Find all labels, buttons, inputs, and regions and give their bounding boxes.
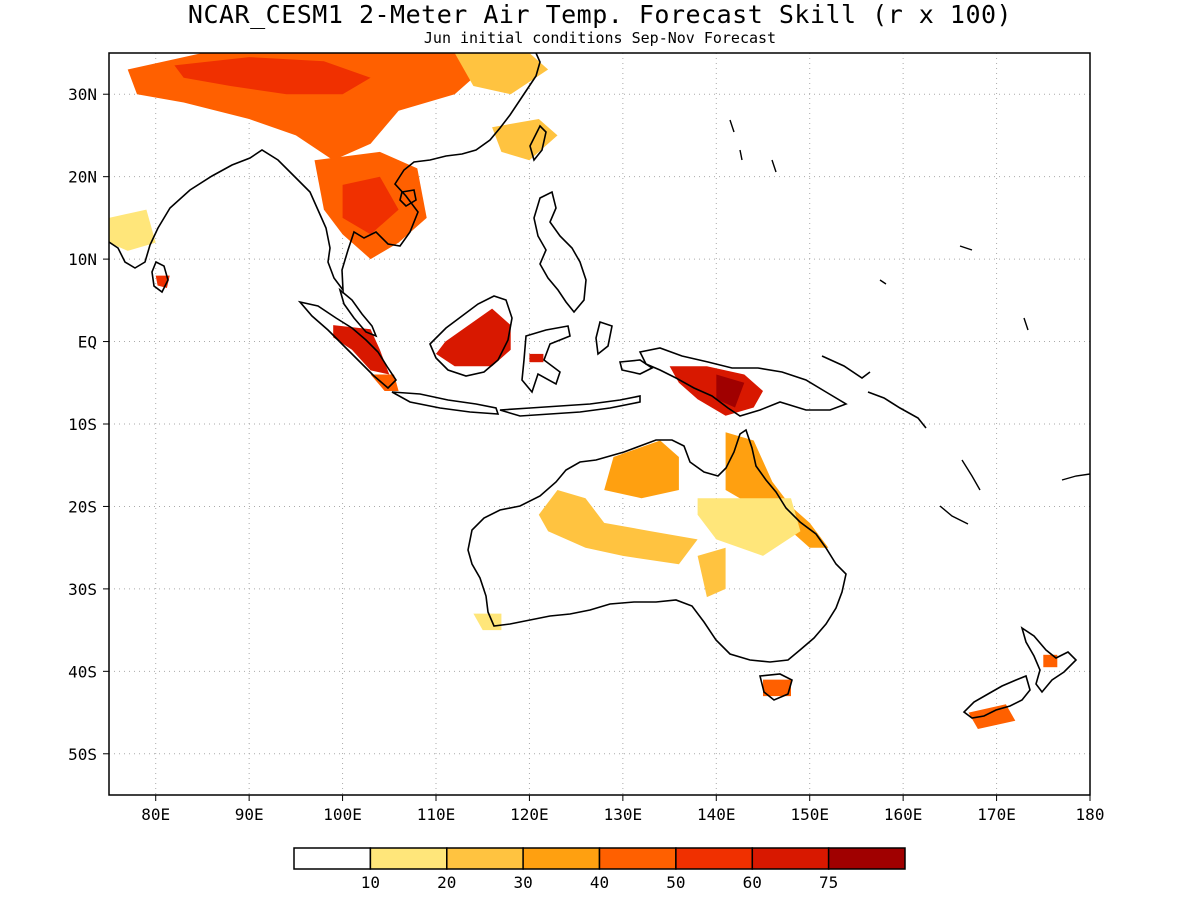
skill-region xyxy=(436,308,511,367)
coastline-philippines xyxy=(533,190,587,314)
skill-region xyxy=(763,679,791,697)
coastline-nz-south xyxy=(962,674,1031,719)
grid-lines xyxy=(109,53,1090,795)
skill-region xyxy=(697,547,726,598)
skill-region xyxy=(174,57,371,95)
colorbar-swatch xyxy=(751,847,830,870)
lat-tick-label: 30N xyxy=(68,85,97,104)
lon-tick-label: 120E xyxy=(510,805,549,824)
coastline-borneo xyxy=(429,295,513,377)
lon-tick-label: 140E xyxy=(697,805,736,824)
coastline-nz-north xyxy=(1020,626,1078,694)
lat-tick-label: 40S xyxy=(68,662,97,681)
lat-tick-label: 30S xyxy=(68,580,97,599)
colorbar-swatch xyxy=(598,847,677,870)
lon-tick-label: 110E xyxy=(417,805,456,824)
colorbar: 10 20 30 40 50 60 75 xyxy=(293,847,906,892)
coastline-taiwan xyxy=(529,124,547,162)
coastline-lesser-sunda xyxy=(499,395,641,417)
lon-tick-label: 150E xyxy=(790,805,829,824)
lon-tick-label: 100E xyxy=(323,805,362,824)
lat-tick-label: 10N xyxy=(68,250,97,269)
colorbar-label: 10 xyxy=(361,873,380,892)
coastline-solomons xyxy=(821,355,927,429)
map-title: NCAR_CESM1 2-Meter Air Temp. Forecast Sk… xyxy=(187,0,1013,29)
lon-tick-label: 80E xyxy=(141,805,170,824)
skill-region xyxy=(492,119,558,161)
colorbar-label: 50 xyxy=(666,873,685,892)
skill-region xyxy=(333,325,390,375)
colorbar-label: 60 xyxy=(743,873,762,892)
colorbar-swatch xyxy=(369,847,448,870)
lon-tick-label: 90E xyxy=(235,805,264,824)
coastline-asia xyxy=(109,53,541,293)
skill-region xyxy=(109,209,156,251)
lat-tick-label: 50S xyxy=(68,745,97,764)
colorbar-label: 20 xyxy=(437,873,456,892)
coastline-pacific-islands xyxy=(729,119,1090,525)
skill-region xyxy=(725,432,829,548)
coastline-sulawesi xyxy=(521,325,571,394)
lon-tick-label: 160E xyxy=(884,805,923,824)
skill-shading xyxy=(109,53,1058,729)
map-subtitle: Jun initial conditions Sep-Nov Forecast xyxy=(423,29,777,47)
skill-region xyxy=(968,704,1016,729)
skill-region xyxy=(529,353,544,363)
lat-tick-label: EQ xyxy=(78,333,97,352)
colorbar-swatch xyxy=(675,847,754,870)
axis-tick-labels: 80E 90E 100E 110E 120E 130E 140E 150E 160E 170E 18… xyxy=(68,85,1104,824)
coastline-tasmania xyxy=(758,673,793,701)
coastline-hainan xyxy=(399,189,417,208)
colorbar-swatch xyxy=(827,847,906,870)
skill-region xyxy=(342,176,399,235)
colorbar-label: 40 xyxy=(590,873,609,892)
coastlines xyxy=(109,53,1090,719)
lon-tick-label: 180 xyxy=(1076,805,1105,824)
skill-region xyxy=(473,613,502,631)
coastline-maluku xyxy=(595,320,654,375)
skill-region xyxy=(716,374,745,408)
coastline-new-guinea xyxy=(638,347,848,417)
skill-region xyxy=(538,490,698,565)
skill-region xyxy=(454,53,549,95)
coastline-sri-lanka xyxy=(151,260,169,294)
colorbar-swatch xyxy=(446,847,524,870)
skill-region xyxy=(697,498,801,556)
coastline-malaya xyxy=(338,287,378,338)
lon-tick-label: 170E xyxy=(977,805,1016,824)
colorbar-label: 75 xyxy=(819,873,838,892)
lat-tick-label: 10S xyxy=(68,415,97,434)
skill-region xyxy=(1043,654,1058,668)
colorbar-label: 30 xyxy=(513,873,532,892)
lat-tick-label: 20N xyxy=(68,168,97,187)
lat-tick-label: 20S xyxy=(68,497,97,516)
colorbar-swatch xyxy=(293,847,372,870)
coastline-java xyxy=(391,391,500,415)
lon-tick-label: 130E xyxy=(604,805,643,824)
coastline-australia xyxy=(467,428,847,663)
skill-region xyxy=(604,440,679,499)
coastline-sumatra xyxy=(297,300,398,390)
colorbar-swatch xyxy=(522,847,601,870)
